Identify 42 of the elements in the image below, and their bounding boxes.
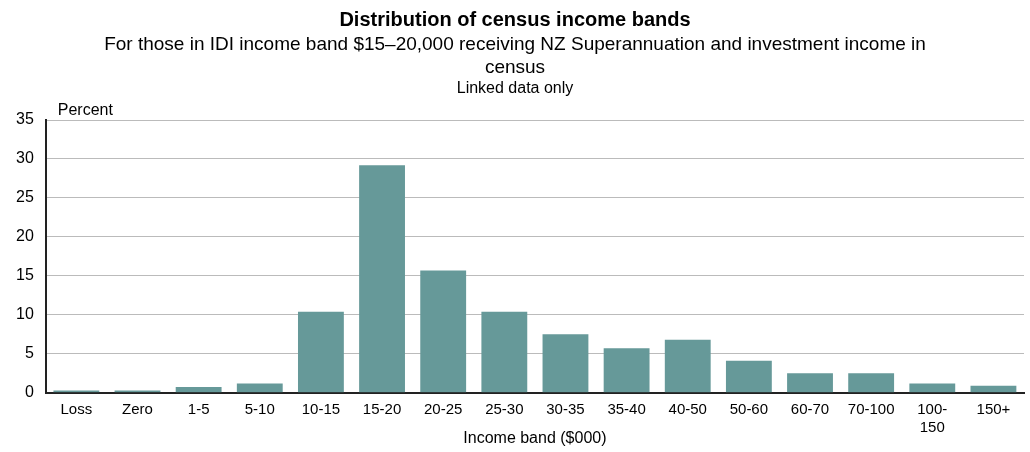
bar [481, 311, 528, 393]
y-tick-label: 0 [24, 383, 34, 401]
bar [542, 334, 589, 393]
x-tick-label: 50-60 [729, 399, 769, 417]
x-tick-label: 35-40 [607, 399, 646, 417]
chart-title: Distribution of census income bands [338, 7, 692, 32]
x-axis-title: Income band ($000) [463, 428, 607, 446]
x-tick-label: 40-50 [668, 399, 707, 417]
x-tick-label: Loss [60, 399, 93, 417]
chart-subtitle: For those in IDI income band $15–20,000 receiving NZ Superannuation and investment income in census Linked data only [103, 32, 927, 98]
x-tick-label: 10-15 [301, 399, 341, 417]
bar [297, 311, 344, 393]
bar [909, 383, 956, 393]
x-tick-label: Zero [122, 399, 153, 417]
x-tick-label: 100-150 [917, 399, 948, 435]
y-tick-label: 10 [16, 305, 34, 323]
x-tick-label: 5-10 [244, 399, 275, 417]
bar [236, 383, 283, 393]
bar [420, 270, 467, 393]
x-tick-label: 20-25 [424, 399, 463, 417]
bar [725, 360, 772, 393]
y-tick-label: 30 [16, 149, 34, 167]
bar [664, 339, 711, 393]
bar [848, 373, 895, 393]
x-tick-label: 1-5 [187, 399, 210, 417]
x-tick-label: 30-35 [546, 399, 585, 417]
bar [359, 165, 405, 393]
bar [787, 373, 833, 393]
y-axis-title: Percent [57, 101, 114, 119]
y-tick-label: 20 [16, 227, 34, 245]
x-tick-label: 25-30 [485, 399, 524, 417]
y-tick-label: 25 [16, 188, 34, 206]
y-tick-label: 35 [16, 110, 34, 128]
x-tick-label: 150+ [976, 399, 1011, 417]
y-tick-label: 15 [16, 266, 34, 284]
x-tick-label: 70-100 [847, 399, 895, 417]
x-tick-label: 15-20 [362, 399, 402, 417]
bar [175, 386, 222, 393]
y-tick-label: 5 [24, 344, 34, 362]
x-tick-label: 60-70 [790, 399, 830, 417]
bar [970, 385, 1017, 393]
bar [603, 348, 650, 393]
